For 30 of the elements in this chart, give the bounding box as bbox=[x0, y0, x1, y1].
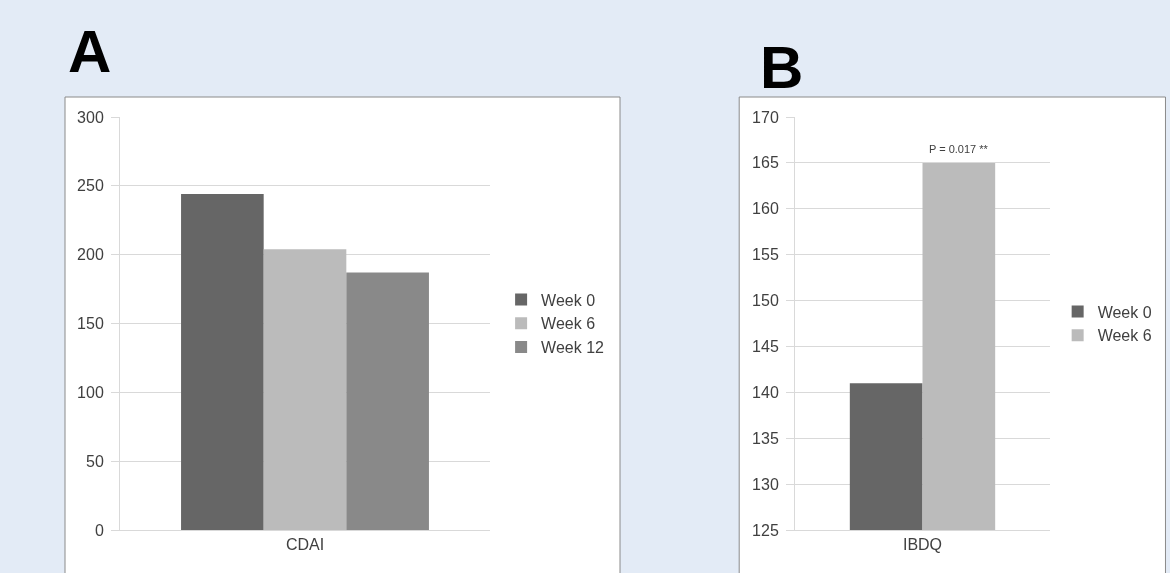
y-tick-label: 160 bbox=[752, 200, 779, 218]
y-tick-label: 100 bbox=[77, 383, 104, 401]
legend-label: Week 6 bbox=[541, 315, 596, 333]
y-tick-label: 300 bbox=[77, 108, 104, 126]
legend-label: Week 12 bbox=[541, 339, 605, 357]
bar bbox=[346, 272, 429, 530]
bar bbox=[181, 194, 264, 530]
annotation: P = 0.017 ** bbox=[929, 143, 989, 155]
y-tick-label: 170 bbox=[752, 108, 779, 126]
chart-title: A bbox=[68, 18, 112, 85]
chart-title: B bbox=[760, 34, 804, 101]
y-tick-label: 250 bbox=[77, 177, 104, 195]
legend-label: Week 0 bbox=[1097, 303, 1152, 321]
y-tick-label: 145 bbox=[752, 338, 779, 356]
y-tick-label: 200 bbox=[77, 246, 104, 264]
y-tick-label: 150 bbox=[77, 315, 104, 333]
y-tick-label: 0 bbox=[94, 521, 104, 539]
y-tick-label: 140 bbox=[752, 383, 779, 401]
x-tick-label: CDAI bbox=[285, 536, 325, 554]
y-tick-label: 130 bbox=[752, 475, 779, 493]
legend-label: Week 6 bbox=[1097, 327, 1152, 345]
y-tick-label: 135 bbox=[752, 429, 779, 447]
y-tick-label: 150 bbox=[752, 292, 779, 310]
bar bbox=[263, 249, 347, 530]
y-tick-label: 50 bbox=[86, 452, 104, 470]
legend-label: Week 0 bbox=[541, 291, 596, 309]
y-tick-label: 125 bbox=[752, 521, 779, 539]
y-tick-label: 155 bbox=[752, 246, 779, 264]
y-tick-label: 165 bbox=[752, 154, 779, 172]
x-tick-label: IBDQ bbox=[902, 536, 943, 554]
